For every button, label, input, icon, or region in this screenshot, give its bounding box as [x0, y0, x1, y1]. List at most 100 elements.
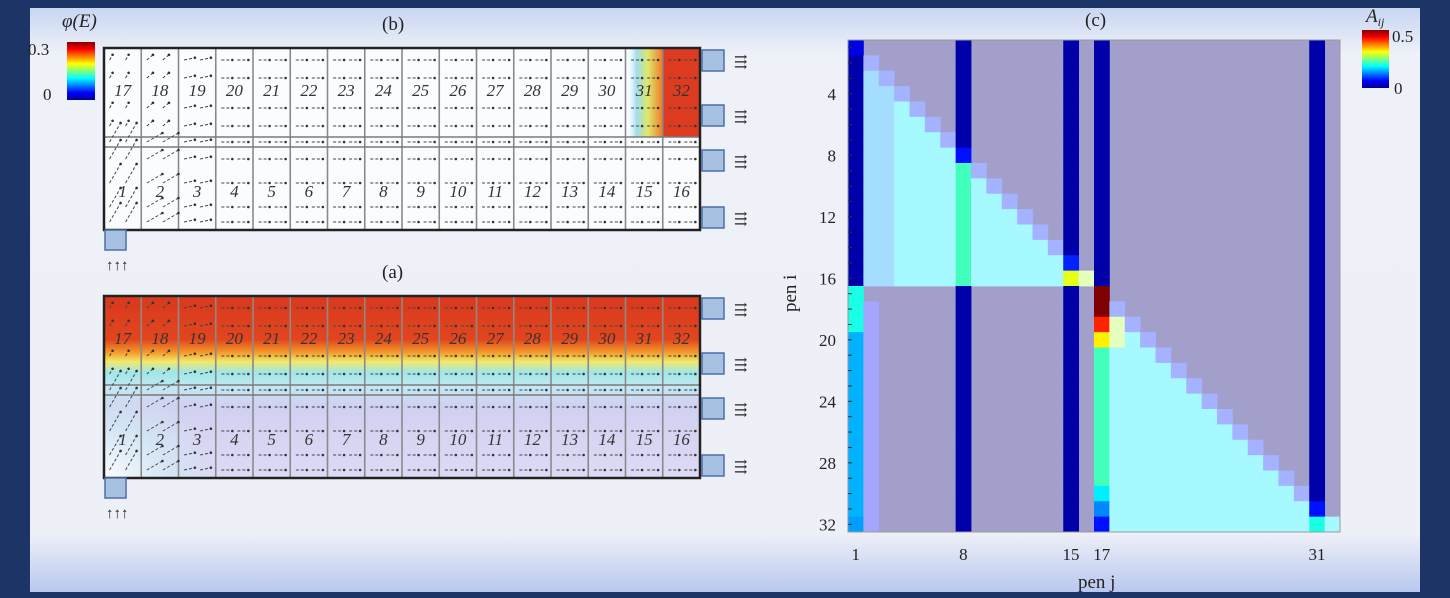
- heatmap-cell-31-30: [1293, 501, 1310, 518]
- velocity-arrow-head: [247, 76, 250, 80]
- velocity-arrow-head: [358, 354, 362, 358]
- velocity-arrow-head: [167, 53, 171, 57]
- velocity-arrow-head: [640, 354, 644, 358]
- heatmap-cell-29-19: [1124, 470, 1141, 487]
- velocity-arrow-head: [209, 386, 213, 390]
- heatmap-cell-30-23: [1186, 485, 1203, 502]
- pen-label-15: 15: [636, 182, 653, 201]
- heatmap-cell-11-11: [1001, 193, 1018, 210]
- velocity-arrow-head: [656, 58, 660, 62]
- velocity-arrow-head: [470, 124, 474, 128]
- velocity-arrow-head: [396, 58, 399, 62]
- pen-label-16: 16: [673, 430, 691, 449]
- heatmap-cell-8-3: [878, 147, 895, 164]
- velocity-arrow-head: [209, 155, 213, 159]
- velocity-arrow-head: [119, 386, 122, 390]
- velocity-arrow-head: [342, 306, 346, 310]
- velocity-arrow-head: [529, 220, 532, 224]
- velocity-arrow: [162, 320, 170, 327]
- velocity-arrow-head: [358, 205, 362, 209]
- heatmap-cell-15-9: [971, 255, 987, 272]
- heatmap-cell-22-21: [1155, 362, 1172, 379]
- velocity-arrow: [125, 163, 138, 184]
- heatmap-cell-18-18: [1109, 301, 1126, 318]
- heatmap-cell-14-13: [1032, 239, 1049, 256]
- heatmap-cell-6-15: [1063, 116, 1080, 133]
- heatmap-x-ticks: 1 8 15 17 31: [851, 545, 1325, 564]
- velocity-arrow-head: [209, 403, 213, 407]
- velocity-arrow-head: [111, 53, 114, 57]
- velocity-arrow-head: [209, 427, 213, 431]
- velocity-arrow-head: [305, 124, 309, 128]
- velocity-arrow-head: [111, 301, 114, 305]
- velocity-arrow-head: [268, 58, 271, 62]
- heatmap-cell-27-25: [1217, 439, 1233, 456]
- aij-colorbar: Aij 0.5 0: [1362, 6, 1413, 98]
- velocity-arrow-head: [417, 453, 420, 457]
- velocity-arrow: [146, 320, 154, 327]
- heatmap-cell-25-31: [1309, 409, 1326, 425]
- velocity-arrow-head: [177, 211, 180, 215]
- pen-label-5: 5: [267, 182, 276, 201]
- heatmap-cell-16-3: [878, 270, 895, 287]
- velocity-arrow-head: [167, 71, 171, 75]
- velocity-arrow-head: [321, 306, 325, 310]
- heatmap-cell-7-7: [940, 132, 957, 149]
- velocity-arrow-head: [417, 76, 420, 80]
- velocity-arrow-head: [127, 101, 130, 105]
- heatmap-cell-13-12: [1017, 224, 1033, 241]
- heatmap-cell-23-21: [1155, 378, 1172, 395]
- heatmap-cell-25-19: [1124, 409, 1141, 425]
- heatmap-cell-7-2: [863, 132, 880, 149]
- velocity-arrow-head: [656, 405, 660, 409]
- velocity-arrow-head: [231, 205, 234, 209]
- heatmap-cell-3-1: [848, 70, 864, 87]
- velocity-arrow-head: [566, 306, 569, 310]
- heatmap-cell-15-11: [1001, 255, 1018, 272]
- heatmap-cell-6-4: [894, 116, 910, 133]
- heatmap-cell-15-5: [909, 255, 926, 272]
- pen-label-1: 1: [118, 430, 127, 449]
- heatmap-cell-22-15: [1063, 362, 1080, 379]
- velocity-arrow-head: [470, 324, 474, 328]
- velocity-arrow-head: [177, 131, 180, 135]
- velocity-arrow-head: [454, 306, 458, 310]
- pen-label-4: 4: [230, 430, 239, 449]
- velocity-arrow-head: [694, 468, 697, 472]
- outlet-arrows-icon: ⇶: [734, 357, 747, 374]
- velocity-arrow-head: [380, 140, 383, 144]
- heatmap-cell-19-8: [955, 316, 972, 333]
- heatmap-cell-27-21: [1155, 439, 1172, 456]
- velocity-arrow-head: [305, 372, 309, 376]
- velocity-arrow-head: [268, 205, 271, 209]
- heatmap-cell-24-19: [1124, 393, 1141, 410]
- heatmap-cell-10-9: [971, 178, 987, 195]
- heatmap-cell-15-14: [1047, 255, 1064, 272]
- heatmap-cell-27-19: [1124, 439, 1141, 456]
- velocity-arrow-head: [380, 468, 383, 472]
- heatmap-cell-16-14: [1047, 270, 1064, 287]
- y-tick-32: 32: [819, 515, 836, 534]
- heatmap-cell-17-8: [955, 286, 972, 302]
- heatmap-cell-7-31: [1309, 132, 1326, 149]
- heatmap-cell-32-2: [863, 516, 880, 533]
- heatmap-cell-18-8: [955, 301, 972, 318]
- heatmap-cell-28-31: [1309, 455, 1326, 471]
- velocity-arrow-head: [433, 372, 436, 376]
- velocity-arrow-head: [656, 388, 660, 392]
- heatmap-cell-6-5: [909, 116, 926, 133]
- velocity-arrow-head: [342, 124, 346, 128]
- heatmap-x-axis-label: pen j: [1078, 572, 1115, 593]
- velocity-arrow-head: [111, 319, 114, 323]
- heatmap-cell-25-22: [1170, 409, 1187, 425]
- velocity-arrow-head: [603, 372, 607, 376]
- y-tick-12: 12: [819, 208, 836, 227]
- velocity-arrow-head: [396, 140, 399, 144]
- heatmap-cell-29-24: [1201, 470, 1218, 487]
- heatmap-cell-17-15: [1063, 286, 1080, 302]
- velocity-arrow-head: [507, 324, 511, 328]
- velocity-arrow-head: [582, 453, 585, 457]
- velocity-arrow-head: [582, 76, 585, 80]
- velocity-arrow-head: [358, 106, 362, 110]
- outlet-arrows-icon: ⇶: [734, 154, 747, 171]
